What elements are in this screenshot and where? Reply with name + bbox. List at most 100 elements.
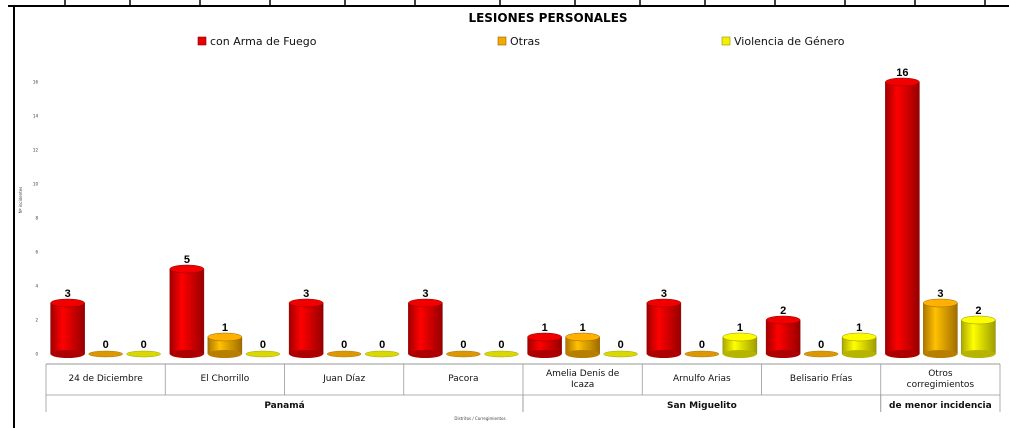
bar (961, 319, 996, 355)
data-label: 2 (975, 305, 981, 317)
category-label: Arnulfo Arias (673, 374, 731, 384)
bar (288, 302, 324, 355)
data-label: 3 (65, 288, 71, 300)
bar-top (50, 298, 85, 308)
group-label: Panamá (264, 401, 304, 411)
chart-title: LESIONES PERSONALES (468, 11, 627, 25)
bar-zero (446, 350, 481, 358)
bar-zero (684, 350, 720, 358)
y-tick-label: 10 (33, 182, 39, 187)
bar (169, 268, 205, 355)
group-label: San Miguelito (667, 401, 737, 411)
data-label: 0 (341, 339, 347, 351)
bar-top (527, 332, 562, 342)
data-label: 1 (222, 322, 228, 334)
bar-base (766, 350, 801, 358)
data-label: 16 (896, 67, 908, 79)
bar (885, 81, 920, 355)
bar-top (646, 298, 682, 308)
y-tick-label: 0 (35, 352, 38, 357)
data-label: 0 (103, 339, 109, 351)
bar-base (408, 350, 443, 358)
category-label: Belisario Frías (790, 374, 853, 384)
y-tick-label: 2 (35, 318, 38, 323)
bar-zero (88, 350, 123, 358)
bar (923, 302, 958, 355)
bar-zero (603, 350, 638, 358)
category-label: Amelia Denis de Icaza (546, 369, 620, 390)
y-tick-label: 16 (33, 80, 39, 85)
data-label: 2 (780, 305, 786, 317)
data-label: 3 (661, 288, 667, 300)
y-tick-label: 4 (35, 284, 38, 289)
bar-top (923, 298, 958, 308)
bar-top (288, 298, 324, 308)
data-label: 3 (422, 288, 428, 300)
bar (50, 302, 85, 355)
bar-top (841, 332, 877, 342)
legend-swatch (721, 36, 731, 46)
data-label: 0 (618, 339, 624, 351)
data-label: 0 (699, 339, 705, 351)
bar (765, 319, 801, 355)
data-label: 0 (260, 339, 266, 351)
y-tick-label: 12 (33, 148, 39, 153)
group-label: de menor incidencia (889, 401, 992, 411)
data-label: 1 (542, 322, 548, 334)
bar-top (765, 315, 801, 325)
legend-label: con Arma de Fuego (210, 35, 317, 48)
data-label: 1 (580, 322, 586, 334)
data-label: 1 (856, 322, 862, 334)
category-label: Pacora (448, 374, 478, 384)
bar-zero (326, 350, 362, 358)
bar-zero (364, 350, 400, 358)
data-label: 0 (379, 339, 385, 351)
bar-base (50, 350, 85, 358)
data-label: 3 (937, 288, 943, 300)
legend-swatch (497, 36, 507, 46)
data-label: 5 (184, 254, 190, 266)
bar-top (722, 332, 758, 342)
data-label: 0 (818, 339, 824, 351)
bar-zero (803, 350, 839, 358)
y-tick-label: 6 (35, 250, 38, 255)
x-axis-title: Distritos / Corregimientos (454, 416, 505, 421)
category-label: 24 de Diciembre (68, 374, 143, 384)
bar-zero (126, 350, 161, 358)
data-label: 0 (460, 339, 466, 351)
category-label: Juan Díaz (322, 374, 365, 384)
bar (408, 302, 443, 355)
legend-label: Otras (510, 35, 540, 48)
bar-top (565, 332, 600, 342)
category-label: El Chorrillo (200, 374, 249, 384)
y-tick-label: 8 (35, 216, 38, 221)
y-tick-label: 14 (33, 114, 39, 119)
data-label: 0 (141, 339, 147, 351)
bar-top (408, 298, 443, 308)
bar-base (289, 350, 324, 358)
data-label: 3 (303, 288, 309, 300)
bar-base (527, 350, 562, 358)
category-label: Otros corregimientos (907, 369, 975, 390)
bar-base (722, 350, 757, 358)
bar-base (565, 350, 600, 358)
bar (646, 302, 682, 355)
bar-base (961, 350, 996, 358)
bar-base (169, 350, 204, 358)
bar-zero (484, 350, 519, 358)
legend-label: Violencia de Género (734, 35, 845, 48)
bar-base (923, 350, 958, 358)
bar-base (646, 350, 681, 358)
bar-base (842, 350, 877, 358)
bar-top (961, 315, 996, 325)
data-label: 1 (737, 322, 743, 334)
bar-zero (245, 350, 281, 358)
data-label: 0 (498, 339, 504, 351)
legend-swatch (197, 36, 207, 46)
bar-top (207, 332, 243, 342)
bar-base (207, 350, 242, 358)
bar-base (885, 350, 920, 358)
bar-top (169, 264, 205, 274)
